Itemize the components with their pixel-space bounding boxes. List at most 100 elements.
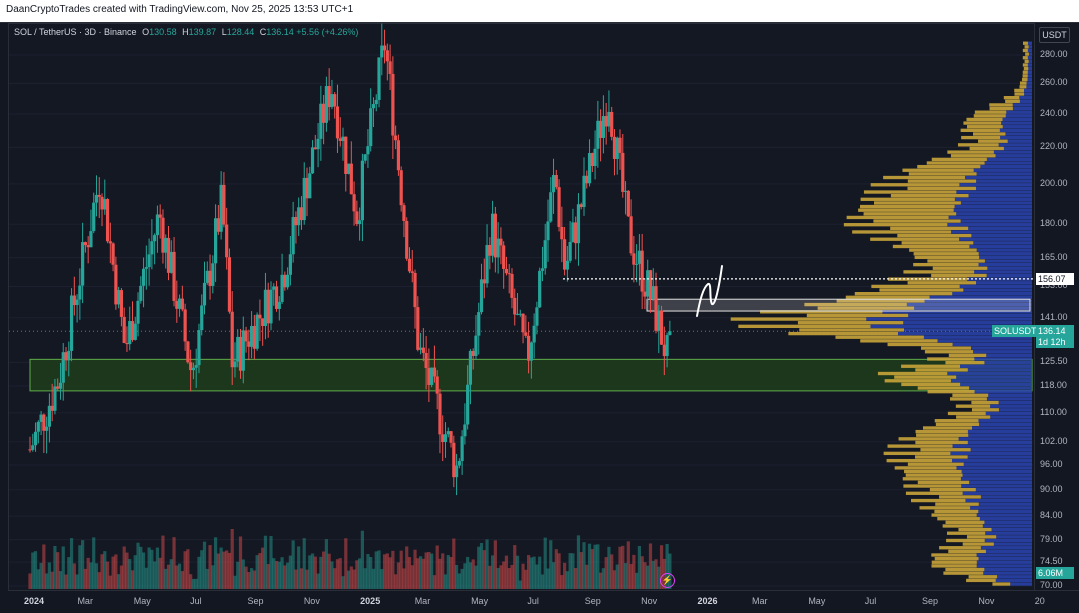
candle-body bbox=[363, 154, 367, 161]
volume-bar bbox=[31, 552, 35, 589]
volume-profile-row-down bbox=[963, 462, 1032, 466]
volume-profile-row-up bbox=[738, 324, 871, 328]
candle-body bbox=[665, 335, 669, 357]
symbol-title[interactable]: SOL / TetherUS · 3D · Binance bbox=[14, 27, 137, 37]
candle-body bbox=[632, 253, 636, 265]
volume-bar bbox=[416, 558, 420, 589]
candle-body bbox=[532, 325, 536, 343]
volume-profile-row-down bbox=[1006, 110, 1032, 114]
price-axis[interactable] bbox=[1034, 23, 1079, 590]
volume-profile-row-up bbox=[870, 237, 960, 241]
volume-bar bbox=[502, 561, 506, 589]
volume-profile-row-down bbox=[973, 350, 1032, 354]
currency-button[interactable]: USDT bbox=[1039, 27, 1070, 43]
volume-profile-row-up bbox=[947, 150, 994, 154]
volume-bar bbox=[443, 574, 448, 589]
volume-profile-row-up bbox=[952, 393, 989, 397]
volume-bar bbox=[485, 539, 489, 589]
volume-bar bbox=[388, 557, 392, 589]
volume-profile-row-up bbox=[931, 513, 977, 517]
candle-body bbox=[648, 270, 653, 300]
price-tick-label: 70.00 bbox=[1040, 580, 1063, 590]
volume-bar bbox=[244, 566, 248, 589]
candle-body bbox=[659, 310, 664, 345]
volume-bar bbox=[587, 543, 592, 589]
candle-body bbox=[565, 260, 569, 270]
volume-tag: 6.06M bbox=[1036, 567, 1074, 579]
candle-body bbox=[225, 224, 229, 258]
volume-bar bbox=[327, 553, 331, 589]
volume-profile-row-up bbox=[863, 212, 957, 216]
volume-profile-row-down bbox=[956, 375, 1032, 379]
volume-profile-row-up bbox=[904, 469, 962, 474]
volume-profile-row-up bbox=[915, 429, 968, 434]
volume-bar bbox=[100, 554, 104, 589]
volume-bar bbox=[213, 537, 218, 589]
candle-body bbox=[546, 221, 550, 241]
volume-bar bbox=[136, 542, 140, 589]
time-axis[interactable] bbox=[8, 590, 1079, 613]
candle-body bbox=[180, 298, 184, 310]
volume-bar bbox=[341, 576, 345, 589]
volume-bar bbox=[527, 555, 531, 589]
lightning-icon[interactable]: ⚡ bbox=[660, 573, 675, 588]
candle-body bbox=[136, 300, 140, 324]
volume-profile-row-up bbox=[1019, 81, 1027, 85]
candle-body bbox=[626, 190, 630, 217]
volume-profile-row-down bbox=[960, 382, 1032, 387]
volume-profile-row-down bbox=[968, 194, 1032, 198]
candle-body bbox=[205, 270, 209, 283]
volume-profile-row-up bbox=[836, 299, 925, 303]
volume-profile-row-up bbox=[931, 553, 977, 557]
candle-body bbox=[643, 291, 647, 297]
volume-profile-row-up bbox=[920, 448, 971, 452]
candle-body bbox=[441, 434, 445, 443]
volume-profile-row-down bbox=[982, 524, 1032, 528]
time-tick-label: Jul bbox=[527, 596, 539, 606]
time-tick-label: Sep bbox=[921, 596, 938, 606]
candle-body bbox=[319, 103, 323, 139]
volume-bar bbox=[612, 570, 617, 589]
volume-profile-row-down bbox=[980, 164, 1032, 169]
candle-body bbox=[593, 148, 597, 167]
volume-bar bbox=[626, 541, 630, 589]
candle-body bbox=[535, 307, 539, 326]
candle-body bbox=[538, 270, 542, 308]
volume-profile-row-up bbox=[863, 190, 957, 194]
candle-body bbox=[92, 202, 96, 232]
candle-body bbox=[122, 316, 126, 343]
volume-profile-row-down bbox=[929, 295, 1032, 299]
candle-body bbox=[344, 136, 348, 174]
volume-profile-row-up bbox=[1024, 59, 1029, 64]
volume-profile-row-up bbox=[950, 397, 987, 401]
candle-body bbox=[327, 86, 331, 108]
volume-profile-row-up bbox=[1022, 56, 1028, 60]
close-key: C bbox=[259, 27, 267, 37]
volume-bar bbox=[69, 538, 74, 589]
volume-profile-row-down bbox=[1024, 92, 1032, 96]
volume-profile-row-down bbox=[1027, 41, 1032, 45]
volume-profile-row-down bbox=[967, 368, 1032, 372]
candle-body bbox=[177, 298, 182, 309]
candle-body bbox=[352, 194, 356, 212]
volume-bar bbox=[58, 571, 63, 589]
candle-body bbox=[277, 301, 281, 309]
volume-bar bbox=[482, 550, 486, 589]
candle-body bbox=[310, 147, 315, 174]
volume-bar bbox=[352, 569, 356, 589]
volume-profile-row-down bbox=[996, 535, 1032, 539]
volume-bar bbox=[175, 565, 179, 589]
volume-profile-row-up bbox=[915, 440, 968, 445]
candle-body bbox=[308, 173, 312, 199]
volume-profile-row-down bbox=[967, 429, 1032, 434]
volume-bar bbox=[607, 546, 611, 589]
volume-bar bbox=[382, 554, 387, 589]
volume-profile-row-down bbox=[985, 531, 1032, 535]
volume-bar bbox=[56, 552, 60, 589]
volume-profile-row-down bbox=[984, 161, 1032, 165]
volume-bar bbox=[648, 543, 653, 589]
volume-profile-row-down bbox=[958, 437, 1032, 441]
volume-profile-row-down bbox=[948, 215, 1032, 220]
volume-profile-row-down bbox=[960, 219, 1032, 223]
